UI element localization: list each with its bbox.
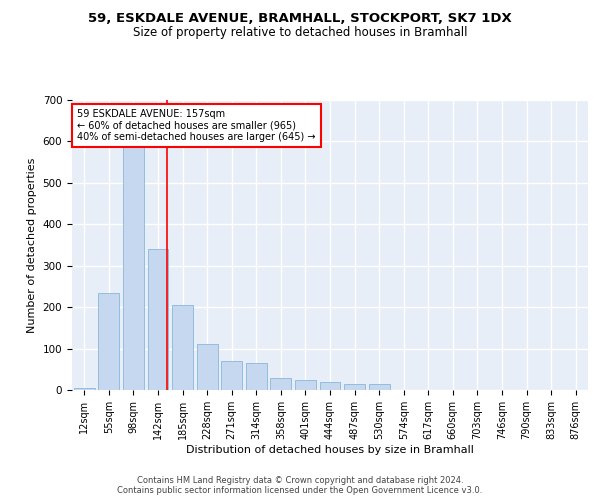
X-axis label: Distribution of detached houses by size in Bramhall: Distribution of detached houses by size … xyxy=(186,444,474,454)
Bar xyxy=(148,249,169,390)
Bar xyxy=(221,361,242,390)
Bar xyxy=(197,344,218,390)
Text: 59, ESKDALE AVENUE, BRAMHALL, STOCKPORT, SK7 1DX: 59, ESKDALE AVENUE, BRAMHALL, STOCKPORT,… xyxy=(88,12,512,26)
Bar xyxy=(271,378,292,390)
Bar xyxy=(98,292,119,390)
Bar xyxy=(344,384,365,390)
Y-axis label: Number of detached properties: Number of detached properties xyxy=(27,158,37,332)
Bar xyxy=(368,384,389,390)
Text: 59 ESKDALE AVENUE: 157sqm
← 60% of detached houses are smaller (965)
40% of semi: 59 ESKDALE AVENUE: 157sqm ← 60% of detac… xyxy=(77,108,316,142)
Bar xyxy=(320,382,340,390)
Text: Size of property relative to detached houses in Bramhall: Size of property relative to detached ho… xyxy=(133,26,467,39)
Bar xyxy=(74,388,95,390)
Bar xyxy=(123,120,144,390)
Bar xyxy=(172,305,193,390)
Text: Contains HM Land Registry data © Crown copyright and database right 2024.
Contai: Contains HM Land Registry data © Crown c… xyxy=(118,476,482,495)
Bar xyxy=(246,363,267,390)
Bar xyxy=(295,380,316,390)
